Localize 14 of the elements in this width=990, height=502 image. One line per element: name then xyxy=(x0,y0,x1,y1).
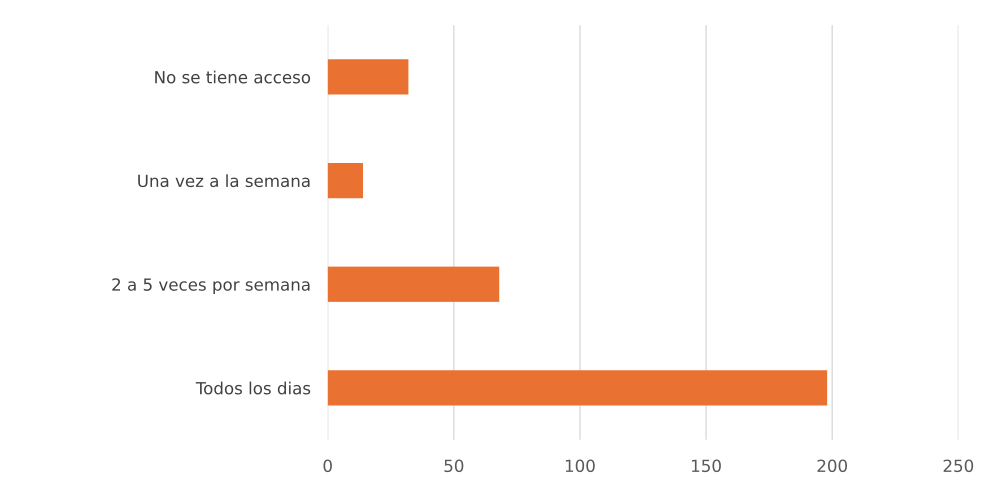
x-tick-label: 250 xyxy=(944,459,974,472)
y-tick-label: 2 a 5 veces por semana xyxy=(112,278,310,294)
x-tick-label: 50 xyxy=(444,459,464,472)
bar xyxy=(328,59,408,95)
bar xyxy=(328,162,364,198)
bar xyxy=(328,370,828,406)
y-tick-label: Una vez a la semana xyxy=(138,174,310,188)
y-tick-label: Todos los dias xyxy=(196,382,310,394)
y-tick-label: No se tiene acceso xyxy=(155,70,310,84)
x-tick-label: 150 xyxy=(692,459,721,472)
x-tick-label: 200 xyxy=(818,459,847,472)
bar xyxy=(328,266,500,302)
x-tick-label: 0 xyxy=(323,459,332,472)
x-tick-label: 100 xyxy=(566,459,595,472)
